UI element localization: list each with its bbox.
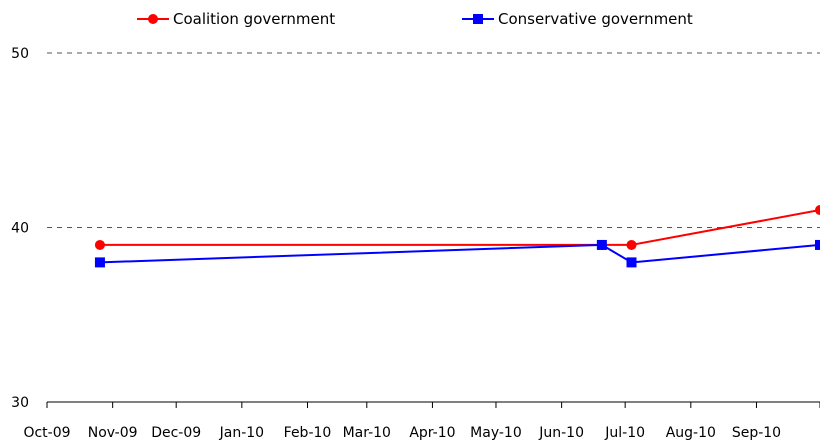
series-1 <box>94 239 820 268</box>
data-point <box>626 239 637 250</box>
data-point <box>815 239 820 250</box>
x-tick-label: May-10 <box>470 425 522 441</box>
data-point <box>815 205 820 216</box>
x-tick-label: Apr-10 <box>409 425 455 441</box>
x-tick-label: Feb-10 <box>284 425 332 441</box>
legend-label: Conservative government <box>498 10 693 28</box>
data-point <box>626 257 637 268</box>
axes: 30 40 50 Oct-09 Nov-09 Dec-09 Jan-10 Feb-10 Mar-… <box>11 46 820 441</box>
y-tick-label: 40 <box>11 221 29 237</box>
x-tick-label: Oct-09 <box>23 425 70 441</box>
data-point <box>94 239 105 250</box>
y-tick-label: 50 <box>11 46 29 62</box>
legend-label: Coalition government <box>173 10 335 28</box>
x-tick-label: Mar-10 <box>343 425 391 441</box>
data-point <box>94 257 105 268</box>
series-line <box>99 243 820 264</box>
x-tick-label: Nov-09 <box>88 425 138 441</box>
legend-marker <box>473 14 483 24</box>
series-line <box>99 209 820 246</box>
x-tick-label: Aug-10 <box>666 425 716 441</box>
series-layer <box>94 205 820 268</box>
x-tick-label: Jan-10 <box>219 425 264 441</box>
legend: Coalition government Conservative governm… <box>137 10 693 28</box>
data-point <box>596 239 607 250</box>
legend-item: Conservative government <box>462 10 693 28</box>
x-tick-label: Dec-09 <box>151 425 201 441</box>
x-tick-label: Sep-10 <box>732 425 781 441</box>
legend-item: Coalition government <box>137 10 335 28</box>
gridlines <box>47 52 820 228</box>
x-tick-label: Jun-10 <box>538 425 584 441</box>
y-tick-label: 30 <box>11 395 29 411</box>
legend-marker <box>148 14 158 24</box>
x-tick-label: Jul-10 <box>604 425 645 441</box>
